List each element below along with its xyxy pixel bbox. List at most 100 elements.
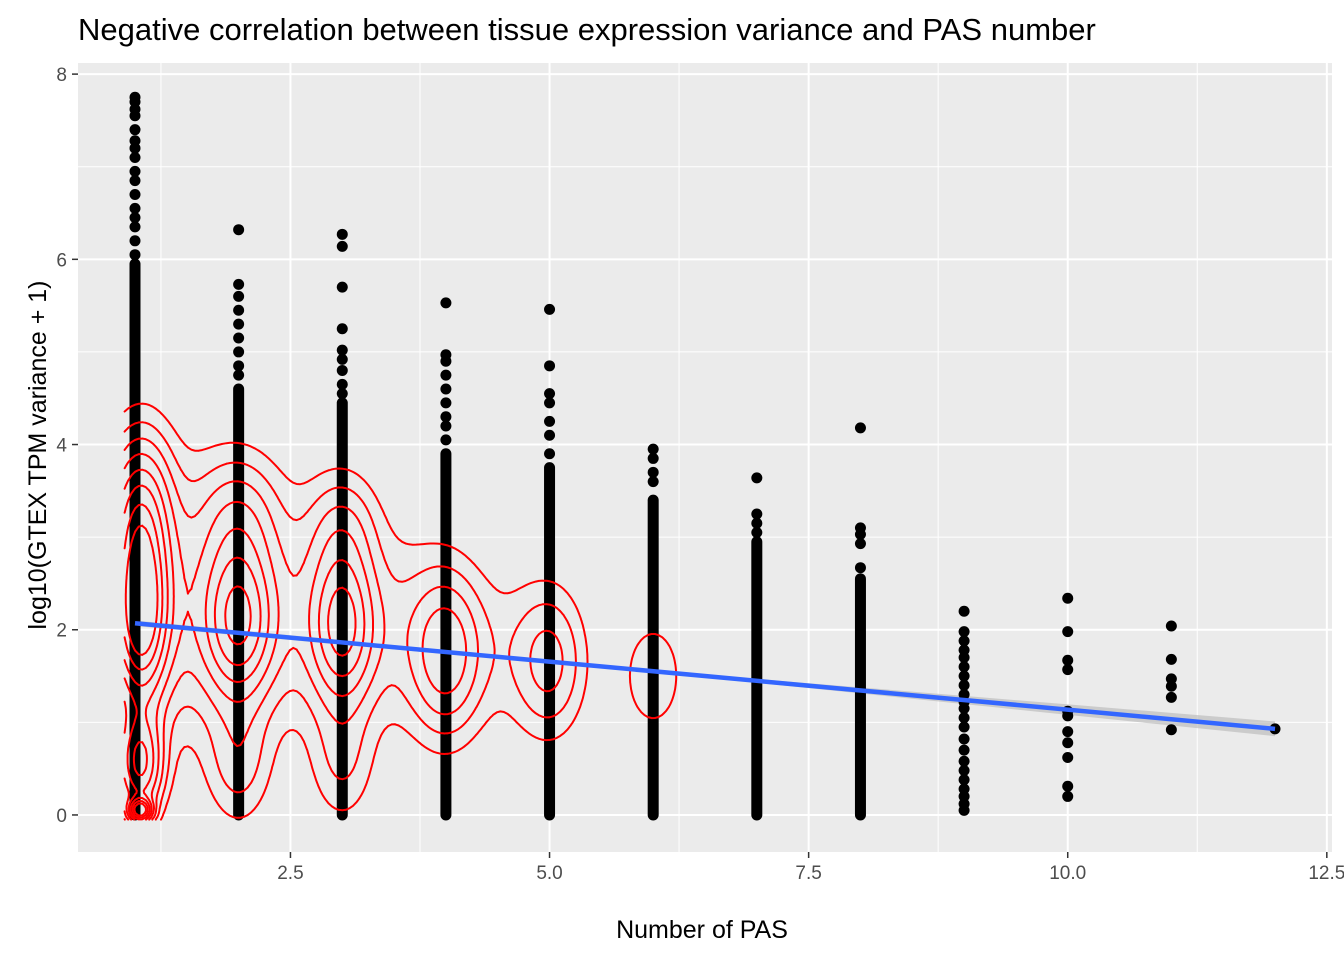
data-point <box>440 349 452 361</box>
data-point <box>233 224 245 236</box>
data-point <box>958 721 970 733</box>
data-point <box>129 189 141 200</box>
y-axis-ticks: 0 2 4 6 8 <box>56 65 78 827</box>
data-point <box>233 360 245 372</box>
y-tick-label: 0 <box>56 806 67 827</box>
data-point <box>233 332 245 344</box>
data-point <box>854 538 866 550</box>
data-point <box>958 774 970 786</box>
data-point <box>751 527 763 539</box>
data-point <box>1165 724 1177 736</box>
data-point <box>1165 653 1177 665</box>
data-point <box>440 383 452 395</box>
data-point <box>544 429 556 441</box>
data-point <box>336 240 348 252</box>
data-point <box>958 661 970 673</box>
x-tick-label: 2.5 <box>277 863 303 884</box>
data-point <box>336 378 348 390</box>
data-point <box>544 397 556 409</box>
y-tick-label: 4 <box>56 436 67 457</box>
data-point <box>1062 752 1074 764</box>
density-contour <box>124 524 159 817</box>
data-point <box>544 303 556 315</box>
data-point <box>1062 592 1074 604</box>
data-point <box>1062 654 1074 666</box>
data-point <box>1062 737 1074 749</box>
y-tick-label: 2 <box>56 621 67 642</box>
data-point <box>958 765 970 777</box>
density-contours <box>123 402 678 821</box>
data-point <box>544 360 556 372</box>
density-contour <box>123 452 468 821</box>
data-point <box>440 397 452 409</box>
data-point <box>336 228 348 240</box>
density-contour <box>123 468 366 821</box>
data-point <box>129 221 141 233</box>
y-tick-label: 6 <box>56 250 67 271</box>
data-point <box>129 135 141 147</box>
data-point <box>440 297 452 309</box>
x-axis-label: Number of PAS <box>616 916 788 944</box>
data-point <box>854 562 866 574</box>
data-point <box>958 712 970 724</box>
data-point <box>336 388 348 400</box>
data-point <box>129 235 141 247</box>
data-point <box>1062 790 1074 802</box>
data-point <box>958 755 970 767</box>
data-point <box>544 415 556 427</box>
data-point <box>958 689 970 701</box>
data-point <box>129 212 141 224</box>
data-point <box>440 411 452 423</box>
data-point <box>233 290 245 302</box>
data-point <box>958 626 970 638</box>
data-point <box>958 605 970 617</box>
data-point <box>1062 626 1074 638</box>
data-point <box>233 318 245 330</box>
density-contour <box>123 503 252 819</box>
data-point <box>336 353 348 365</box>
data-points <box>129 91 1281 821</box>
data-point <box>129 151 141 163</box>
data-point <box>1165 620 1177 632</box>
data-point <box>751 472 763 484</box>
data-point <box>1062 726 1074 738</box>
trend-line <box>134 621 1276 732</box>
data-point <box>129 91 141 103</box>
data-point <box>129 202 141 214</box>
data-point <box>129 175 141 187</box>
plot-panel <box>78 63 1332 852</box>
data-point <box>647 452 659 464</box>
data-point <box>958 635 970 647</box>
data-point <box>958 733 970 745</box>
data-point <box>751 508 763 520</box>
data-point <box>336 281 348 293</box>
data-point <box>233 369 245 381</box>
data-point <box>233 346 245 358</box>
chart-title: Negative correlation between tissue expr… <box>78 12 1096 47</box>
data-point <box>1165 673 1177 685</box>
data-point <box>336 344 348 356</box>
data-point <box>233 278 245 290</box>
minor-gridlines <box>78 63 1332 852</box>
data-point <box>336 323 348 335</box>
data-point <box>440 420 452 432</box>
x-axis-ticks: 2.5 5.0 7.5 10.0 12.5 <box>277 852 1344 884</box>
data-point <box>129 249 141 261</box>
x-tick-label: 7.5 <box>795 863 821 884</box>
data-point <box>336 364 348 376</box>
x-tick-label: 5.0 <box>536 863 562 884</box>
data-point <box>544 448 556 460</box>
data-point <box>751 517 763 529</box>
regression-line <box>134 621 1276 732</box>
data-point <box>854 522 866 534</box>
y-tick-label: 8 <box>56 65 67 86</box>
x-tick-label: 10.0 <box>1049 863 1086 884</box>
data-point <box>647 466 659 478</box>
x-tick-label: 12.5 <box>1308 863 1344 884</box>
density-contour <box>123 484 357 821</box>
data-point <box>129 165 141 177</box>
density-contour <box>123 421 577 821</box>
data-point <box>440 369 452 381</box>
data-point <box>233 304 245 316</box>
